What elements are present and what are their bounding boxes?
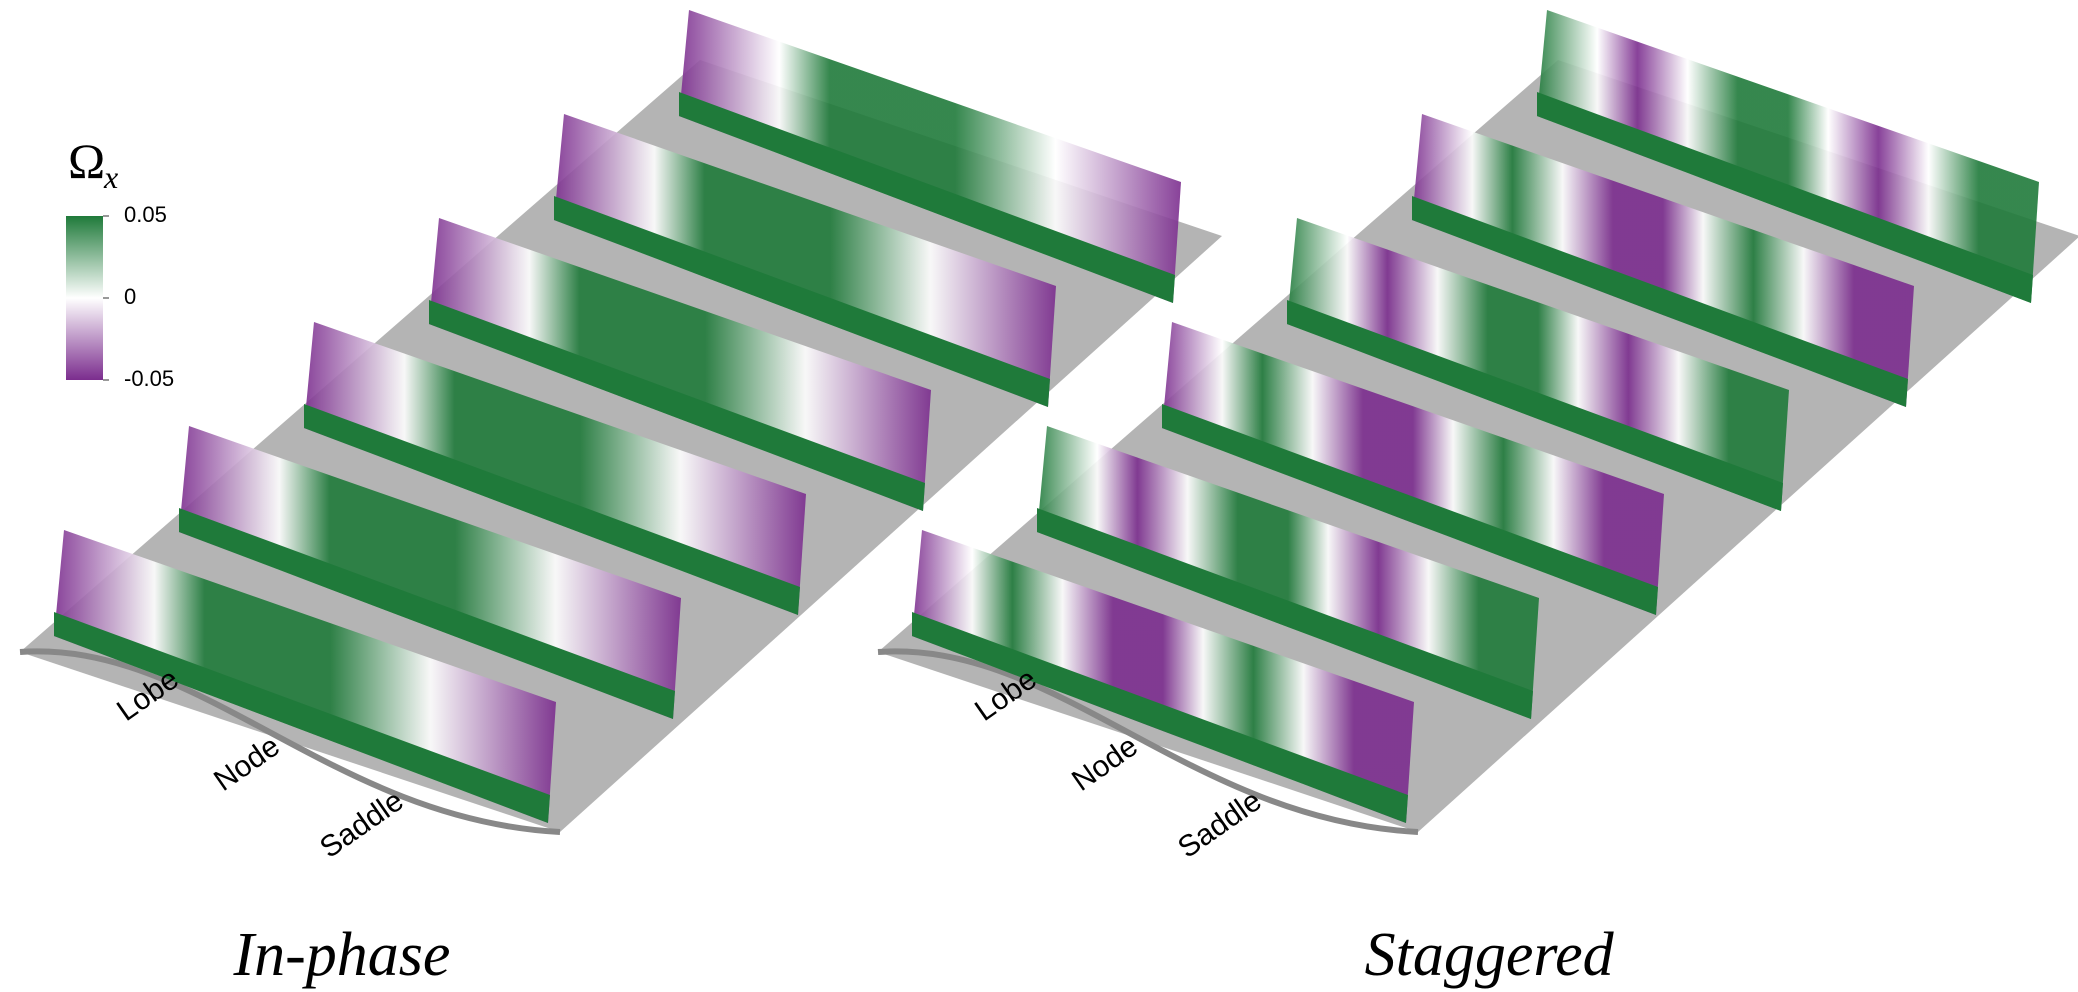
figure: LobeNodeSaddleIn-phaseLobeNodeSaddleStag… xyxy=(0,0,2078,992)
colorbar-symbol: Ω xyxy=(68,133,105,189)
colorbar-tick-label: -0.05 xyxy=(124,366,174,391)
position-label: Saddle xyxy=(314,784,409,865)
panels: LobeNodeSaddleIn-phaseLobeNodeSaddleStag… xyxy=(20,10,2078,989)
colorbar-subscript: x xyxy=(103,159,118,195)
colorbar-tick-label: 0.05 xyxy=(124,202,167,227)
panel-title: Staggered xyxy=(1365,921,1615,989)
position-label: Node xyxy=(208,730,286,798)
panel-title: In-phase xyxy=(233,921,451,989)
position-label: Saddle xyxy=(1172,784,1267,865)
colorbar: Ω x 0.05 0 -0.05 xyxy=(66,133,174,391)
colorbar-scale xyxy=(66,216,103,380)
position-label: Node xyxy=(1066,730,1144,798)
colorbar-tick-label: 0 xyxy=(124,284,136,309)
